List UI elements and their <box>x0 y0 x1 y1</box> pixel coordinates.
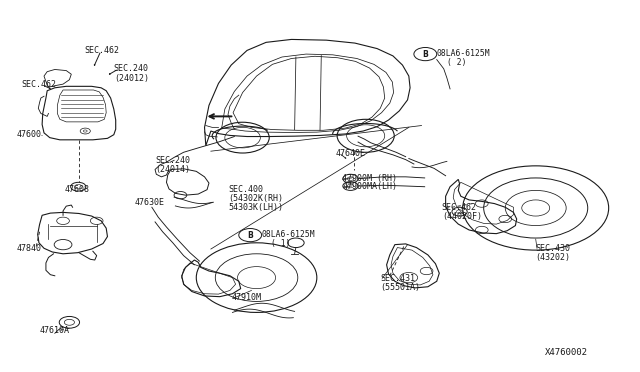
Text: 08LA6-6125M: 08LA6-6125M <box>436 49 490 58</box>
Text: 47900MA(LH): 47900MA(LH) <box>342 182 397 191</box>
Text: SEC.240: SEC.240 <box>155 156 190 165</box>
Text: 54303K(LH)): 54303K(LH)) <box>228 203 283 212</box>
Text: 47608: 47608 <box>65 185 90 194</box>
Text: 47840: 47840 <box>17 244 42 253</box>
Text: B: B <box>247 231 253 240</box>
Text: SEC.462: SEC.462 <box>84 46 119 55</box>
Text: X4760002: X4760002 <box>545 348 588 357</box>
Text: SEC.462: SEC.462 <box>442 203 477 212</box>
Text: 47610A: 47610A <box>40 326 70 335</box>
Text: (44020F): (44020F) <box>442 212 482 221</box>
Text: 47600: 47600 <box>17 130 42 139</box>
Text: 47630E: 47630E <box>134 198 164 207</box>
Text: SEC.431: SEC.431 <box>380 274 415 283</box>
Text: (24014): (24014) <box>155 165 190 174</box>
Text: ( 2): ( 2) <box>447 58 467 67</box>
Text: B: B <box>422 49 428 58</box>
Text: 47640E: 47640E <box>336 148 366 157</box>
Text: SEC.462: SEC.462 <box>22 80 57 89</box>
Text: SEC.430: SEC.430 <box>536 244 571 253</box>
Text: (54302K(RH): (54302K(RH) <box>228 194 283 203</box>
Text: (55501A): (55501A) <box>380 283 420 292</box>
Text: (24012): (24012) <box>114 74 149 83</box>
Text: SEC.240: SEC.240 <box>114 64 149 73</box>
Text: ( 1): ( 1) <box>271 239 290 248</box>
Text: SEC.400: SEC.400 <box>228 185 263 194</box>
Text: 47910M: 47910M <box>231 293 261 302</box>
Text: 47900M (RH): 47900M (RH) <box>342 174 397 183</box>
Text: (43202): (43202) <box>536 253 571 262</box>
Text: 08LA6-6125M: 08LA6-6125M <box>262 230 316 239</box>
